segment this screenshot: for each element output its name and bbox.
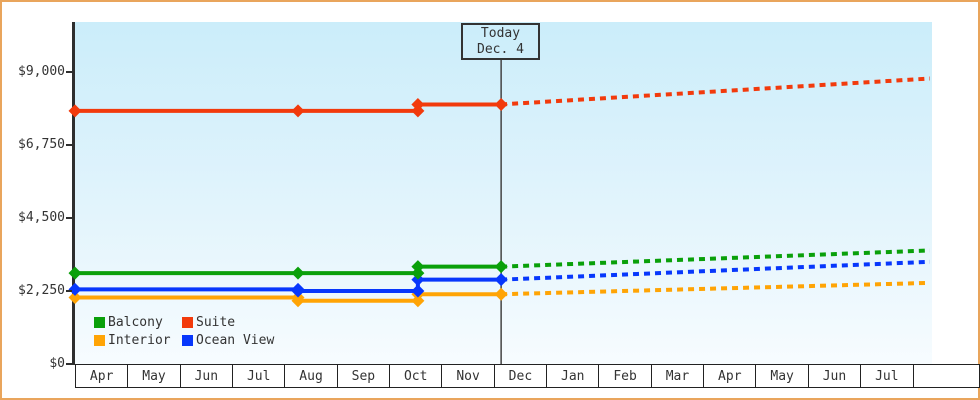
series-line-ocean-view	[75, 277, 502, 293]
legend-item: Balcony	[94, 314, 182, 330]
legend-label: Suite	[196, 314, 236, 330]
legend-item: Interior	[94, 332, 182, 348]
series-line-balcony	[75, 264, 502, 276]
x-axis-month-cell: Jul	[233, 365, 286, 387]
legend-item: Ocean View	[182, 332, 275, 348]
series-line-suite	[75, 102, 502, 113]
today-label: Today	[480, 25, 521, 41]
x-axis-month-cell: Jun	[809, 365, 862, 387]
x-axis-month-cell: May	[128, 365, 181, 387]
y-axis-line	[72, 22, 75, 365]
legend-swatch	[94, 334, 105, 346]
series-marker-balcony	[291, 266, 305, 280]
legend-swatch	[182, 334, 193, 346]
series-marker-balcony	[411, 260, 425, 274]
price-lines-chart	[68, 60, 930, 364]
plot-area	[68, 22, 932, 364]
series-marker-ocean-view	[411, 284, 425, 298]
series-forecast-interior	[501, 280, 930, 297]
legend-label: Interior	[108, 332, 171, 348]
series-marker-suite	[411, 97, 425, 111]
today-date: Dec. 4	[477, 41, 524, 57]
x-axis-month-cell: Jan	[547, 365, 600, 387]
x-axis-month-cell: Jun	[181, 365, 234, 387]
y-tick-label: $2,250	[18, 283, 65, 298]
series-forecast-ocean-view	[501, 259, 930, 282]
x-axis-month-cell: Feb	[599, 365, 652, 387]
series-marker-interior	[68, 290, 82, 304]
y-tick-mark	[66, 363, 72, 365]
legend: Balcony Suite Interior Ocean View	[94, 314, 275, 348]
y-tick-label: $9,000	[18, 64, 65, 79]
legend-swatch	[94, 316, 105, 328]
series-marker-ocean-view	[291, 284, 305, 298]
series-marker-balcony	[68, 266, 82, 280]
series-marker-balcony	[494, 260, 508, 274]
x-axis-empty-cell	[914, 365, 980, 387]
legend-item: Suite	[182, 314, 274, 330]
y-tick-mark	[66, 71, 72, 73]
y-tick-label: $4,500	[18, 210, 65, 225]
y-tick-mark	[66, 290, 72, 292]
y-tick-label: $0	[49, 356, 65, 371]
x-axis-month-row: Apr May Jun Jul Aug Sep Oct Nov Dec Jan Feb Mar Apr M…	[75, 364, 980, 388]
series-marker-interior	[494, 287, 508, 301]
x-axis-month-cell: Nov	[442, 365, 495, 387]
series-marker-suite	[68, 104, 82, 118]
x-axis-month-cell: Sep	[338, 365, 391, 387]
series-line-interior	[75, 292, 502, 303]
series-marker-ocean-view	[68, 282, 82, 296]
x-axis-month-cell: Apr	[76, 365, 129, 387]
today-annotation-box: Today Dec. 4	[461, 23, 540, 60]
series-forecast-balcony	[501, 248, 930, 269]
x-axis-month-cell: Apr	[704, 365, 757, 387]
x-axis-month-cell: Mar	[652, 365, 705, 387]
series-marker-suite	[291, 104, 305, 118]
x-axis-month-cell: Aug	[285, 365, 338, 387]
x-axis-month-cell: May	[756, 365, 809, 387]
series-forecast-suite	[501, 76, 930, 107]
series-marker-ocean-view	[494, 273, 508, 287]
y-tick-mark	[66, 144, 72, 146]
x-axis-month-cell: Oct	[390, 365, 443, 387]
x-axis-month-cell: Jul	[861, 365, 914, 387]
legend-swatch	[182, 316, 193, 328]
y-tick-mark	[66, 217, 72, 219]
legend-label: Ocean View	[196, 332, 275, 348]
series-marker-suite	[494, 97, 508, 111]
x-axis-month-cell: Dec	[495, 365, 548, 387]
legend-label: Balcony	[108, 314, 163, 330]
series-marker-interior	[291, 294, 305, 308]
y-tick-label: $6,750	[18, 137, 65, 152]
